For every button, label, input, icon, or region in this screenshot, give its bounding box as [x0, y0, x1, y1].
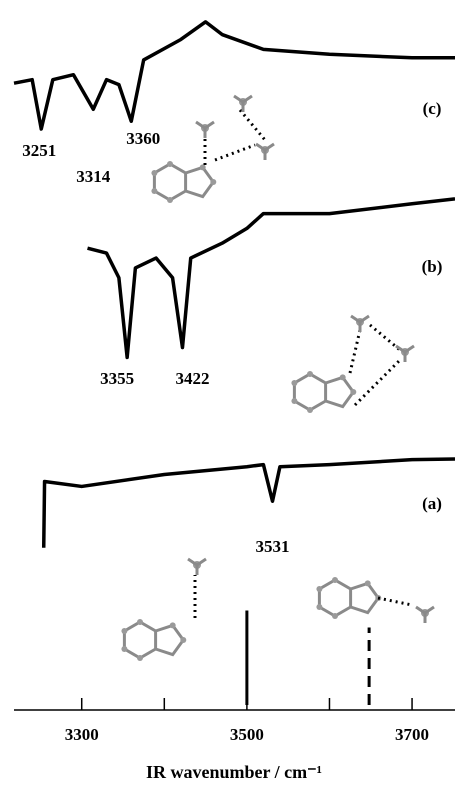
spectrum: [88, 199, 455, 358]
peak-label: 3355: [100, 369, 134, 388]
peak-label: 3531: [255, 537, 289, 556]
spectrum: [14, 22, 455, 129]
peak-label: 3251: [22, 141, 56, 160]
peak-label: 3360: [126, 129, 160, 148]
spectrum: [44, 459, 455, 548]
molecules: [121, 96, 434, 661]
x-axis-label: IR wavenumber / cm⁻¹: [146, 762, 322, 782]
chart: IR wavenumber / cm⁻¹ 3300 3500 3700 (c) 3251…: [0, 0, 455, 790]
x-tick-label: 3500: [230, 725, 264, 744]
legend-label: (a): [422, 494, 442, 513]
peak-label: 3314: [76, 167, 111, 186]
x-tick-label: 3700: [395, 725, 429, 744]
peak-label: 3422: [175, 369, 209, 388]
x-tick-label: 3300: [65, 725, 99, 744]
legend-label: (b): [422, 257, 443, 276]
legend-label: (c): [423, 99, 442, 118]
